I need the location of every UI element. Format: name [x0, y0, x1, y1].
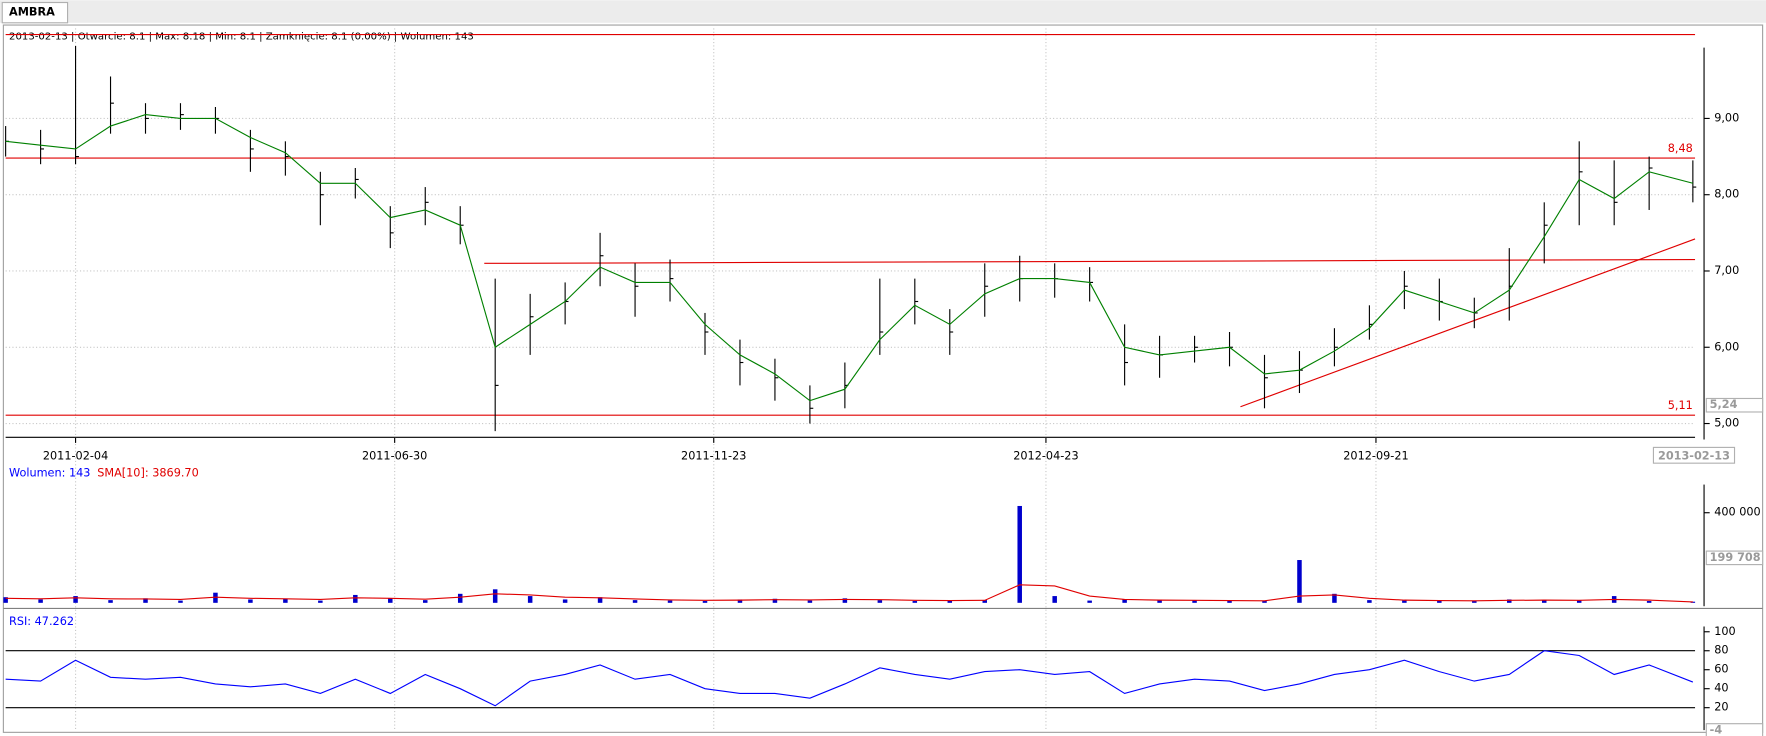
x-tick-label: 2011-11-23 [681, 449, 746, 462]
volume-bar [492, 589, 498, 603]
rsi-label: RSI: 47.262 [9, 615, 74, 628]
tab-bar [0, 0, 1766, 23]
volume-bar [108, 600, 113, 603]
volume-bar [1052, 596, 1057, 603]
volume-bar [807, 600, 813, 603]
horizontal-line-label: 8,48 [1668, 142, 1693, 155]
volume-bar [143, 598, 148, 603]
volume-bar [388, 598, 393, 603]
volume-bar [1192, 600, 1197, 603]
volume-bar [597, 597, 603, 603]
volume-bar [1472, 600, 1477, 603]
volume-bar [702, 601, 708, 603]
cursor-value-label: 5,24 [1710, 398, 1738, 411]
y-tick-label: 60 [1714, 663, 1728, 676]
volume-bar [178, 600, 183, 603]
volume-sma-line [5, 584, 1693, 603]
y-tick-label: 400 000 [1714, 506, 1761, 519]
legend-entry: SMA[10]: 3869.70 [97, 466, 199, 479]
volume-bar [1437, 601, 1442, 603]
volume-bar [318, 600, 323, 603]
volume-bar [283, 598, 288, 603]
trend-line [1240, 238, 1696, 408]
volume-bar [353, 594, 358, 603]
volume-bar [947, 600, 953, 603]
volume-bar [423, 600, 428, 603]
volume-bar [842, 598, 848, 603]
volume-bar [1122, 599, 1127, 603]
cursor-value-box [1705, 550, 1764, 566]
cursor-value-box [1705, 723, 1764, 736]
volume-bar [877, 600, 883, 603]
info-line: 2013-02-13 | Otwarcie: 8.1 | Max: 8.18 |… [9, 31, 474, 42]
sma-line [5, 114, 1694, 402]
volume-bar [1017, 505, 1022, 603]
volume-bar [912, 601, 918, 603]
cursor-date-box [1652, 446, 1736, 464]
volume-bar [632, 600, 638, 603]
plot-frame [2, 24, 1764, 733]
y-tick-label: 100 [1714, 625, 1735, 638]
horizontal-line-label: 5,11 [1668, 399, 1693, 412]
volume-bar [1402, 600, 1407, 603]
volume-bar [1541, 600, 1547, 603]
tab[interactable] [1, 1, 69, 24]
cursor-value-box [1705, 397, 1764, 413]
y-tick-label: 9,00 [1714, 111, 1739, 124]
y-tick-label: 7,00 [1714, 264, 1739, 277]
legend-entry: Wolumen: 143 [9, 466, 90, 479]
cursor-value-label: -4 [1710, 723, 1723, 736]
volume-bar [1297, 560, 1302, 603]
volume-bar [1332, 593, 1337, 603]
x-tick-label: 2011-06-30 [362, 449, 427, 462]
volume-bar [3, 597, 8, 603]
volume-bar [772, 598, 778, 603]
volume-bar [1087, 600, 1092, 603]
volume-bar [737, 599, 743, 603]
volume-bar [527, 596, 533, 603]
volume-bar [73, 596, 78, 603]
y-tick-label: 80 [1714, 644, 1728, 657]
x-tick-label: 2011-02-04 [43, 449, 108, 462]
trend-line [484, 258, 1696, 264]
volume-bar [1367, 600, 1372, 603]
volume-bar [1157, 600, 1162, 603]
volume-bar [562, 599, 568, 603]
volume-bar [248, 599, 253, 603]
y-tick-label: 5,00 [1714, 417, 1739, 430]
volume-bar [982, 600, 988, 603]
volume-bar [457, 593, 463, 603]
cursor-date-label: 2013-02-13 [1658, 449, 1730, 462]
volume-bar [667, 600, 673, 603]
y-tick-label: 40 [1714, 682, 1728, 695]
x-tick-label: 2012-04-23 [1013, 449, 1078, 462]
volume-bar [1262, 600, 1267, 603]
x-tick-label: 2012-09-21 [1343, 449, 1408, 462]
tab-label[interactable]: AMBRA [9, 6, 55, 19]
cursor-value-label: 199 708 [1710, 551, 1761, 564]
volume-bar [1646, 601, 1652, 603]
y-tick-label: 6,00 [1714, 340, 1739, 353]
y-tick-label: 8,00 [1714, 188, 1739, 201]
volume-bar [1227, 601, 1232, 603]
volume-bar [1690, 601, 1696, 603]
volume-bar [1507, 599, 1512, 603]
rsi-line [5, 650, 1694, 707]
y-tick-label: 20 [1714, 701, 1728, 714]
volume-bar [38, 599, 43, 603]
volume-bar [1576, 600, 1582, 603]
